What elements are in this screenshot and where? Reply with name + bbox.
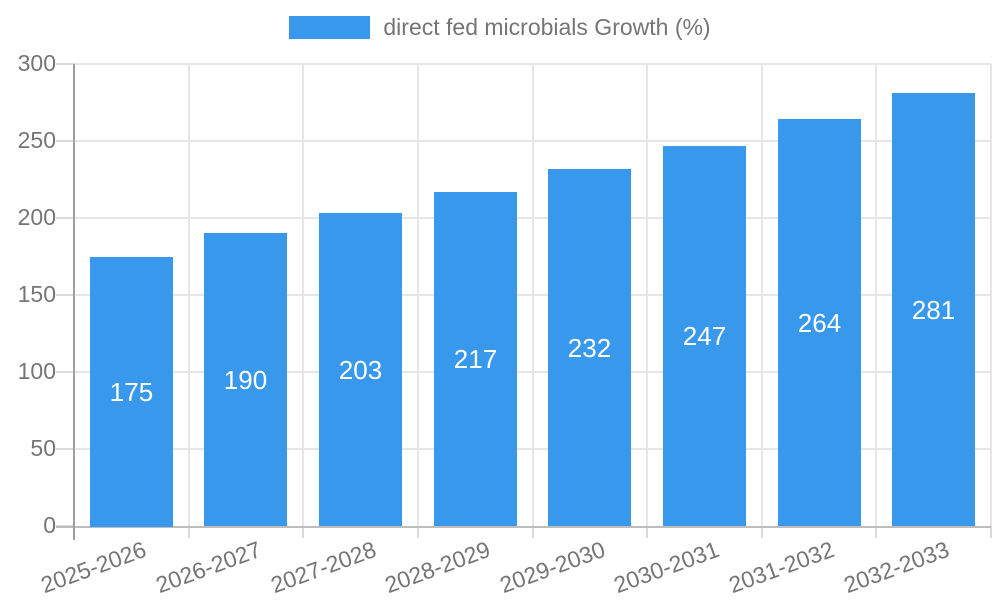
y-tick-label: 100 xyxy=(17,358,56,384)
x-tick-label: 2025-2026 xyxy=(37,536,150,599)
gridline-vertical xyxy=(188,64,190,526)
y-tick-label: 150 xyxy=(17,281,56,307)
bar[interactable]: 203 xyxy=(319,213,402,526)
y-tick-mark xyxy=(56,63,74,65)
gridline-vertical xyxy=(990,64,992,526)
x-axis-line xyxy=(56,526,991,528)
gridline-vertical xyxy=(532,64,534,526)
bar-value-label: 232 xyxy=(567,332,612,363)
y-tick-label: 0 xyxy=(43,512,56,538)
gridline-vertical xyxy=(646,64,648,526)
x-tick-label: 2032-2033 xyxy=(839,536,953,599)
legend-label[interactable]: direct fed microbials Growth (%) xyxy=(383,14,711,40)
gridline-horizontal xyxy=(74,63,991,65)
y-tick-mark xyxy=(56,371,74,373)
y-tick-label: 250 xyxy=(17,127,56,153)
bar[interactable]: 175 xyxy=(90,257,173,527)
bar-value-label: 190 xyxy=(223,364,268,395)
y-tick-mark xyxy=(56,140,74,142)
x-tick-label: 2029-2030 xyxy=(496,536,609,599)
bar-value-label: 247 xyxy=(682,321,727,351)
y-tick-label: 200 xyxy=(17,204,56,230)
x-tick-label: 2027-2028 xyxy=(266,536,380,599)
x-tick-label: 2026-2027 xyxy=(152,536,265,599)
x-tick-label: 2030-2031 xyxy=(610,536,723,599)
bar[interactable]: 247 xyxy=(663,146,746,526)
gridline-vertical xyxy=(302,64,304,526)
y-tick-mark xyxy=(56,448,74,450)
x-tick-label: 2028-2029 xyxy=(381,536,494,599)
gridline-vertical xyxy=(875,64,877,526)
y-tick-mark xyxy=(56,217,74,219)
bar-value-label: 281 xyxy=(911,294,956,325)
bar[interactable]: 190 xyxy=(204,233,287,526)
chart-legend[interactable]: direct fed microbials Growth (%) xyxy=(0,14,1000,40)
x-tick-label: 2031-2032 xyxy=(725,536,838,599)
legend-swatch[interactable] xyxy=(289,16,371,40)
bar-value-label: 217 xyxy=(453,344,498,374)
y-tick-mark xyxy=(56,294,74,296)
bar[interactable]: 217 xyxy=(434,192,517,526)
y-tick-label: 300 xyxy=(17,50,56,76)
bar[interactable]: 281 xyxy=(892,93,975,526)
y-axis-line xyxy=(73,64,75,540)
gridline-vertical xyxy=(761,64,763,526)
bar-value-label: 203 xyxy=(338,354,383,385)
y-tick-label: 50 xyxy=(30,435,56,461)
bar[interactable]: 264 xyxy=(778,119,861,526)
bar-value-label: 264 xyxy=(797,307,842,338)
bar[interactable]: 232 xyxy=(548,169,631,526)
bar-value-label: 175 xyxy=(109,377,154,407)
gridline-vertical xyxy=(417,64,419,526)
